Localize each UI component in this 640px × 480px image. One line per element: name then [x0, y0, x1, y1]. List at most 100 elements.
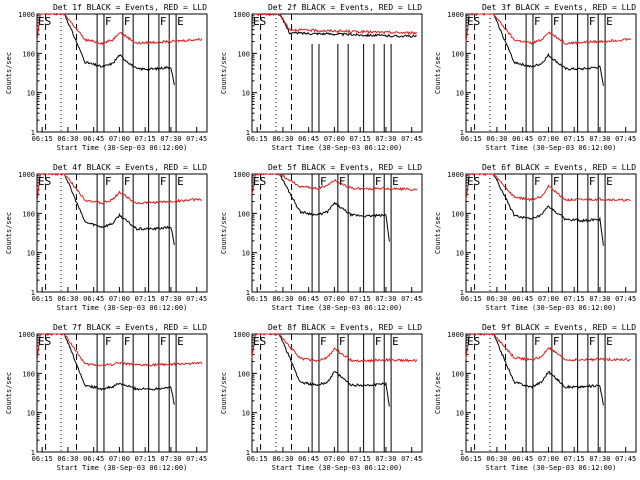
marker-label: F [105, 335, 112, 348]
x-tick-label: 07:30 [160, 455, 181, 463]
y-tick-label: 100 [22, 210, 35, 218]
panel-2: Det 2f BLACK = Events, RED = LLD 1 10 100 10… [220, 3, 423, 152]
x-tick-label: 07:30 [375, 135, 396, 143]
marker-label: F [124, 15, 131, 28]
x-tick-label: 07:30 [589, 135, 610, 143]
y-tick-label: 1 [31, 129, 35, 137]
y-tick-label: 1000 [233, 171, 250, 179]
x-tick-label: 06:30 [272, 455, 293, 463]
x-tick-label: 06:15 [32, 295, 53, 303]
marker-label: F [160, 15, 167, 28]
x-axis-label: Start Time (30-Sep-03 06:12:00) [486, 304, 617, 312]
marker-label: ES [38, 15, 51, 28]
marker-label: F [320, 335, 327, 348]
x-tick-label: 07:45 [186, 135, 207, 143]
marker-label: F [534, 15, 541, 28]
marker-label: E [392, 335, 399, 348]
plot-frame [36, 13, 208, 133]
plot-frame [251, 333, 423, 453]
x-tick-label: 07:15 [135, 135, 156, 143]
y-tick-label: 1000 [447, 331, 464, 339]
x-tick-label: 07:30 [375, 295, 396, 303]
panel-title: Det 7f BLACK = Events, RED = LLD [53, 323, 207, 332]
y-tick-label: 10 [456, 90, 464, 98]
series-line-red [465, 13, 632, 46]
plot-frame [465, 333, 637, 453]
y-tick-label: 1000 [18, 331, 35, 339]
marker-label: E [177, 15, 184, 28]
x-tick-label: 07:45 [401, 455, 422, 463]
y-tick-label: 100 [237, 210, 250, 218]
marker-label: F [553, 175, 560, 188]
series-line-black [64, 174, 175, 246]
x-tick-label: 06:45 [298, 455, 319, 463]
marker-label: E [177, 335, 184, 348]
x-tick-label: 07:00 [324, 455, 345, 463]
x-tick-label: 06:45 [298, 295, 319, 303]
y-tick-label: 10 [242, 410, 250, 418]
y-tick-label: 1000 [233, 11, 250, 19]
x-tick-label: 07:15 [135, 455, 156, 463]
x-tick-label: 07:00 [109, 135, 130, 143]
plot-frame [465, 13, 637, 133]
marker-label: F [534, 175, 541, 188]
y-tick-label: 100 [237, 50, 250, 58]
x-tick-label: 07:15 [564, 455, 585, 463]
x-tick-label: 07:45 [186, 295, 207, 303]
marker-label: F [553, 15, 560, 28]
x-tick-label: 06:30 [57, 455, 78, 463]
marker-label: E [606, 175, 613, 188]
x-tick-label: 07:00 [109, 295, 130, 303]
series-line-black [493, 173, 604, 246]
x-tick-label: 07:15 [350, 135, 371, 143]
series-line-red [36, 13, 203, 46]
x-tick-label: 07:00 [538, 295, 559, 303]
panel-title: Det 2f BLACK = Events, RED = LLD [268, 3, 422, 12]
series-line-black [255, 13, 417, 38]
x-tick-label: 07:15 [564, 295, 585, 303]
marker-label: F [160, 175, 167, 188]
series-line-black [64, 333, 175, 405]
x-tick-label: 06:15 [32, 135, 53, 143]
x-tick-label: 07:30 [160, 135, 181, 143]
marker-label: F [553, 335, 560, 348]
x-axis-label: Start Time (30-Sep-03 06:12:00) [486, 144, 617, 152]
marker-label: F [320, 175, 327, 188]
x-tick-label: 06:15 [32, 455, 53, 463]
marker-label: F [589, 15, 596, 28]
panel-4: Det 4f BLACK = Events, RED = LLD 1 10 100 10… [5, 163, 208, 312]
marker-label: F [589, 335, 596, 348]
y-tick-label: 100 [451, 50, 464, 58]
x-tick-label: 06:15 [247, 135, 268, 143]
panel-7: Det 7f BLACK = Events, RED = LLD 1 10 100 10… [5, 323, 208, 472]
series-line-black [279, 174, 390, 242]
marker-label: E [392, 175, 399, 188]
x-tick-label: 06:45 [298, 135, 319, 143]
y-tick-label: 1000 [447, 11, 464, 19]
series-line-black [279, 334, 390, 407]
series-line-black [493, 13, 604, 86]
marker-label: F [534, 335, 541, 348]
panel-title: Det 5f BLACK = Events, RED = LLD [268, 163, 422, 172]
panel-9: Det 9f BLACK = Events, RED = LLD 1 10 100 10… [434, 323, 637, 472]
x-tick-label: 07:00 [324, 295, 345, 303]
x-tick-label: 07:00 [109, 455, 130, 463]
x-axis-label: Start Time (30-Sep-03 06:12:00) [57, 144, 188, 152]
panel-1: Det 1f BLACK = Events, RED = LLD 1 10 100 10… [5, 3, 208, 152]
x-tick-label: 06:15 [461, 135, 482, 143]
x-tick-label: 07:15 [350, 455, 371, 463]
marker-label: E [606, 335, 613, 348]
marker-label: ES [38, 175, 51, 188]
series-line-red [251, 173, 418, 195]
y-tick-label: 10 [27, 410, 35, 418]
x-tick-label: 06:15 [247, 455, 268, 463]
y-tick-label: 1 [246, 449, 250, 457]
series-line-red [36, 173, 202, 205]
marker-label: F [339, 175, 346, 188]
plot-frame [465, 173, 637, 293]
panel-title: Det 8f BLACK = Events, RED = LLD [268, 323, 422, 332]
y-tick-label: 100 [22, 50, 35, 58]
y-tick-label: 1 [460, 289, 464, 297]
x-tick-label: 07:30 [160, 295, 181, 303]
